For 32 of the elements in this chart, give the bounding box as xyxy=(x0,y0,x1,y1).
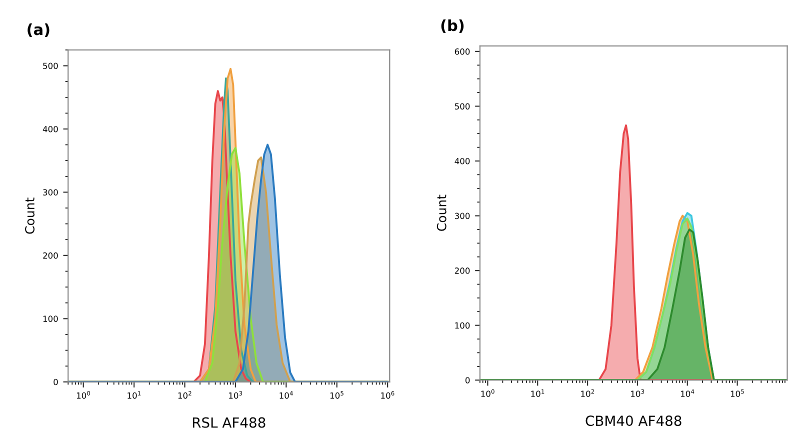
y-tick-label: 400 xyxy=(42,126,58,132)
y-tick-label: 0 xyxy=(465,377,470,384)
chart-title: (a) xyxy=(28,23,50,37)
x-tick-label: 10$^{6}$ xyxy=(381,391,394,399)
chart-title: (b) xyxy=(441,19,464,33)
y-tick-label: 0 xyxy=(54,378,58,386)
y-tick-label: 100 xyxy=(43,316,58,322)
x-tick-label: 10$^{5}$ xyxy=(730,389,744,397)
x-tick-label: 10$^{2}$ xyxy=(178,391,192,399)
y-tick-label: 500 xyxy=(43,62,58,70)
x-tick-label: 10$^{5}$ xyxy=(330,391,344,399)
x-tick-label: 10$^{1}$ xyxy=(531,389,544,397)
x-tick-label: 10$^{0}$ xyxy=(481,389,494,397)
y-tick-label: 200 xyxy=(454,268,470,274)
x-tick-label: 10$^{4}$ xyxy=(280,391,293,399)
y-tick-label: 400 xyxy=(454,158,470,164)
x-tick-label: 10$^{2}$ xyxy=(581,389,594,397)
x-axis-title: CBM40 AF488 xyxy=(586,416,682,426)
x-tick-label: 10$^{4}$ xyxy=(680,389,694,397)
y-tick-label: 100 xyxy=(455,322,470,329)
y-axis-title: Count xyxy=(25,198,35,234)
x-tick-label: 10$^{1}$ xyxy=(128,391,141,399)
y-axis-title: Count xyxy=(436,194,446,231)
y-tick-label: 300 xyxy=(43,189,58,196)
y-tick-label: 500 xyxy=(454,103,470,110)
y-tick-label: 300 xyxy=(454,212,470,220)
x-tick-label: 10$^{3}$ xyxy=(631,389,644,397)
x-tick-label: 10$^{0}$ xyxy=(76,391,90,399)
y-tick-label: 200 xyxy=(43,252,58,259)
y-tick-label: 600 xyxy=(454,48,470,55)
x-axis-title: RSL AF488 xyxy=(192,417,266,428)
x-tick-label: 10$^{3}$ xyxy=(229,391,242,399)
